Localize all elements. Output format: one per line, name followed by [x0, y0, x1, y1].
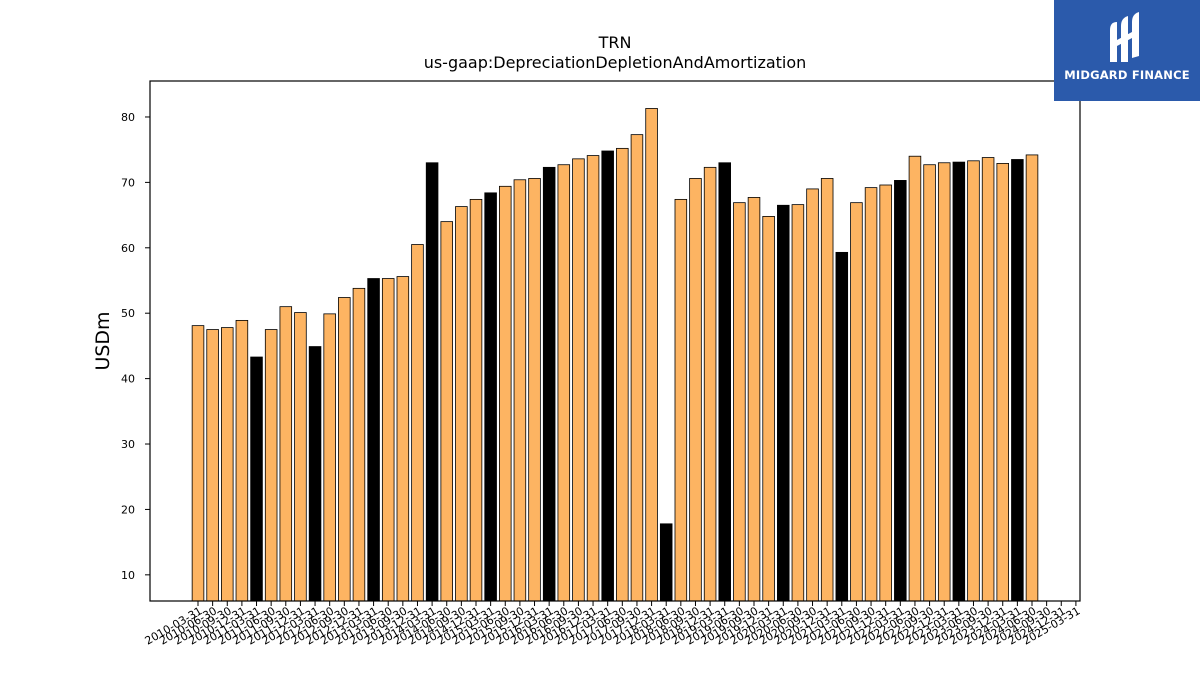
bar [864, 187, 878, 602]
y-axis-label: USDm [92, 311, 114, 370]
bar [440, 221, 453, 602]
bar [1025, 154, 1039, 602]
bar [586, 155, 600, 602]
bar [952, 161, 966, 602]
bar [469, 198, 483, 602]
y-tick-label: 40 [121, 373, 135, 386]
x-axis-ticks: 2010-03-312010-06-302010-09-302010-12-31… [143, 601, 1082, 648]
y-tick-label: 80 [121, 111, 135, 124]
bar [572, 158, 585, 602]
bar [352, 287, 366, 602]
bar [235, 319, 249, 602]
bar [923, 164, 936, 602]
bar [425, 162, 439, 602]
bar [542, 166, 556, 602]
bar [996, 163, 1009, 602]
bar [513, 179, 527, 602]
bar [630, 134, 644, 602]
bar [674, 198, 688, 602]
bar [250, 356, 263, 602]
bar [762, 215, 775, 602]
plot-frame [149, 80, 1081, 602]
bar [908, 155, 922, 602]
brand-name: MIDGARD FINANCE [1064, 68, 1190, 82]
bar [659, 523, 673, 602]
bar [455, 206, 468, 602]
bars-group [191, 108, 1039, 602]
bar [279, 306, 293, 602]
bar [937, 162, 951, 602]
bar [645, 108, 658, 602]
bar [718, 162, 731, 602]
bar [689, 178, 702, 602]
bar [338, 297, 351, 602]
bar [601, 150, 614, 602]
bar [221, 327, 234, 602]
bar [206, 329, 219, 602]
bar [499, 185, 512, 602]
bar [294, 312, 307, 602]
bar [1011, 159, 1024, 602]
bar [806, 188, 819, 602]
bar [981, 157, 995, 602]
bar [747, 197, 761, 602]
y-tick-label: 60 [121, 242, 135, 255]
y-tick-label: 30 [121, 438, 135, 451]
bar [850, 202, 863, 602]
bar [484, 192, 497, 602]
bar [777, 204, 790, 602]
bar [191, 325, 205, 602]
bar [264, 329, 278, 602]
bar [820, 178, 834, 602]
bar [367, 278, 380, 602]
bar [396, 276, 410, 602]
y-tick-label: 20 [121, 503, 135, 516]
bar [879, 184, 892, 602]
bar [411, 244, 424, 602]
y-tick-label: 70 [121, 176, 135, 189]
bar [791, 204, 805, 602]
brand-logo: MIDGARD FINANCE [1054, 0, 1200, 101]
bar [308, 346, 322, 602]
y-tick-label: 10 [121, 569, 135, 582]
bar [967, 160, 980, 602]
midgard-m-logo-icon [1110, 12, 1139, 62]
chart-subtitle: us-gaap:DepreciationDepletionAndAmortiza… [424, 53, 807, 72]
y-axis-ticks: 10 20 30 40 50 60 70 80 [121, 111, 150, 582]
y-tick-label: 50 [121, 307, 135, 320]
bar [894, 180, 907, 602]
bar [616, 147, 629, 602]
bar [323, 313, 336, 602]
bar [557, 164, 571, 602]
bar [381, 278, 395, 602]
bar [733, 202, 746, 602]
bar [835, 251, 849, 602]
bar [528, 178, 541, 602]
bar [703, 166, 717, 602]
chart-title: TRN [598, 33, 632, 52]
